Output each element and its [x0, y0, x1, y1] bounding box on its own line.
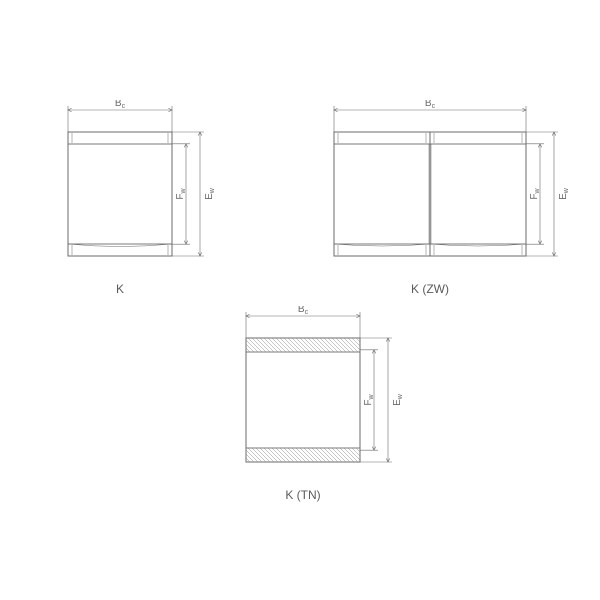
svg-text:Fw: Fw [363, 393, 376, 405]
figure-ktn: Bc Fw Ew K (TN) [242, 306, 422, 502]
svg-text:Bc: Bc [115, 100, 126, 110]
figure-caption-kzw: K (ZW) [334, 282, 526, 296]
figure-caption-ktn: K (TN) [246, 488, 360, 502]
diagram-canvas: Bc Fw Ew K Bc Fw Ew K (ZW) Bc Fw Ew K (TN) [0, 0, 600, 600]
figure-k: Bc Fw Ew K [64, 100, 234, 296]
svg-text:Fw: Fw [175, 187, 188, 199]
figure-caption-k: K [68, 282, 172, 296]
svg-text:Ew: Ew [392, 393, 405, 406]
figure-kzw: Bc Fw Ew K (ZW) [330, 100, 588, 296]
svg-text:Fw: Fw [529, 187, 542, 199]
svg-text:Bc: Bc [425, 100, 436, 110]
svg-text:Ew: Ew [558, 187, 571, 200]
svg-text:Ew: Ew [204, 187, 217, 200]
svg-text:Bc: Bc [298, 306, 309, 316]
